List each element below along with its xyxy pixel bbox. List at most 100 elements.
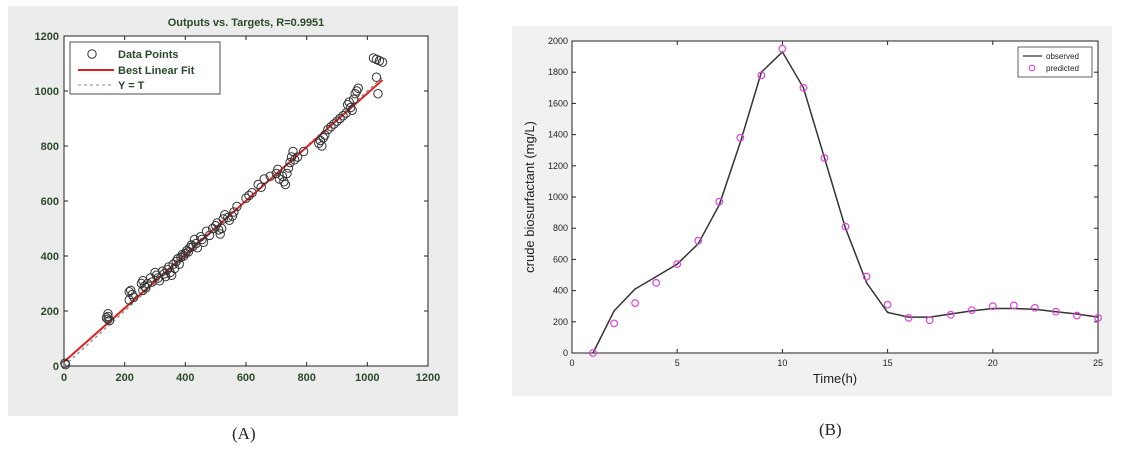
y-tick-label: 2000	[548, 36, 568, 46]
data-point	[348, 94, 359, 104]
data-point	[353, 83, 363, 93]
data-point	[338, 111, 348, 121]
data-point	[344, 97, 354, 107]
data-point	[289, 155, 300, 165]
data-point	[265, 171, 275, 181]
chart-b-svg: 0 5 10 15 20 25 0 200 400 600 800 1000 1200 1400 1600 1…	[522, 36, 1103, 386]
data-point	[352, 86, 362, 96]
predicted-point	[610, 319, 618, 328]
predicted-point	[589, 349, 597, 357]
plot-area	[571, 40, 1099, 354]
y-tick-label: 800	[553, 223, 568, 233]
data-point	[315, 135, 326, 146]
data-point	[326, 122, 336, 132]
data-point	[318, 133, 329, 143]
predicted-point	[778, 44, 787, 53]
data-point	[320, 130, 330, 140]
data-point	[335, 113, 345, 124]
y-tick-label: 600	[553, 254, 568, 264]
data-point	[332, 116, 342, 126]
x-tick-label: 1200	[416, 372, 440, 384]
data-point	[323, 124, 333, 135]
x-tick-label: 600	[237, 372, 255, 384]
data-point	[229, 207, 239, 217]
predicted-point	[715, 197, 724, 206]
data-point	[277, 171, 288, 181]
data-point	[285, 157, 295, 168]
x-tick-label: 800	[297, 372, 315, 384]
data-point	[279, 177, 289, 187]
x-tick-label: 200	[115, 372, 133, 384]
data-point	[103, 309, 113, 319]
legend-label-identity: Y = T	[118, 80, 145, 92]
predicted-point	[1009, 301, 1018, 310]
data-point	[195, 232, 206, 242]
predicted-point	[946, 310, 955, 319]
y-tick-label: 400	[553, 286, 568, 296]
predicted-point	[841, 222, 850, 231]
data-point	[124, 295, 134, 305]
x-tick-label: 0	[569, 358, 574, 368]
data-point	[198, 237, 209, 247]
data-point	[150, 267, 160, 278]
data-point	[347, 105, 357, 115]
data-point	[103, 311, 113, 322]
predicted-point	[1030, 303, 1039, 312]
predicted-point	[925, 316, 934, 325]
y-tick-label: 600	[41, 196, 59, 208]
predicted-point	[694, 236, 703, 245]
y-tick-label: 1000	[548, 192, 568, 202]
y-tick-label: 0	[53, 361, 59, 373]
data-point	[220, 210, 230, 220]
predicted-point	[820, 154, 829, 162]
data-point	[189, 234, 200, 245]
predicted-point	[1094, 314, 1102, 322]
predicted-point	[883, 300, 892, 309]
data-point	[342, 100, 353, 110]
data-point	[350, 89, 360, 99]
data-point	[223, 212, 233, 223]
data-point	[329, 119, 339, 129]
data-point	[101, 313, 112, 323]
predicted-point	[799, 83, 808, 92]
data-point	[280, 179, 291, 190]
data-point	[197, 234, 207, 245]
predicted-point	[1073, 311, 1081, 320]
y-tick-label: 1000	[35, 86, 59, 98]
data-point	[247, 188, 257, 198]
data-point	[217, 223, 227, 234]
x-tick-label: 400	[176, 372, 194, 384]
data-point	[139, 281, 150, 291]
caption-b: (B)	[819, 420, 842, 439]
data-point	[188, 241, 198, 252]
data-point	[168, 259, 178, 269]
y-tick-label: 1200	[548, 161, 568, 171]
legend-box	[1017, 46, 1093, 78]
predicted-point	[904, 314, 913, 322]
legend-label-predicted: predicted	[1046, 64, 1079, 73]
legend-label-points: Data Points	[118, 49, 179, 61]
y-tick-label: 1600	[548, 98, 568, 108]
x-tick-label: 5	[675, 358, 680, 368]
legend-label-fit: Best Linear Fit	[118, 65, 195, 77]
legend-marker-predicted	[1028, 64, 1036, 72]
data-point	[227, 211, 238, 221]
data-point	[145, 273, 156, 283]
data-point	[104, 315, 115, 326]
y-tick-label: 1400	[548, 130, 568, 140]
data-point	[273, 164, 283, 175]
predicted-point	[757, 71, 766, 80]
data-point	[292, 152, 303, 162]
x-tick-label: 0	[61, 372, 67, 384]
y-axis-label: crude biosurfactant (mg/L)	[522, 121, 537, 273]
data-point	[141, 282, 151, 293]
data-point	[163, 262, 174, 272]
data-point	[142, 278, 153, 289]
y-tick-label: 0	[563, 348, 568, 358]
data-point	[298, 146, 309, 157]
chart-title: Outputs vs. Targets, R=0.9951	[168, 17, 325, 29]
data-point	[286, 152, 297, 162]
data-point	[371, 72, 382, 82]
x-tick-label: 15	[883, 358, 893, 368]
chart-a-panel: Outputs vs. Targets, R=0.9951 0 200 400 600 8…	[8, 6, 458, 416]
